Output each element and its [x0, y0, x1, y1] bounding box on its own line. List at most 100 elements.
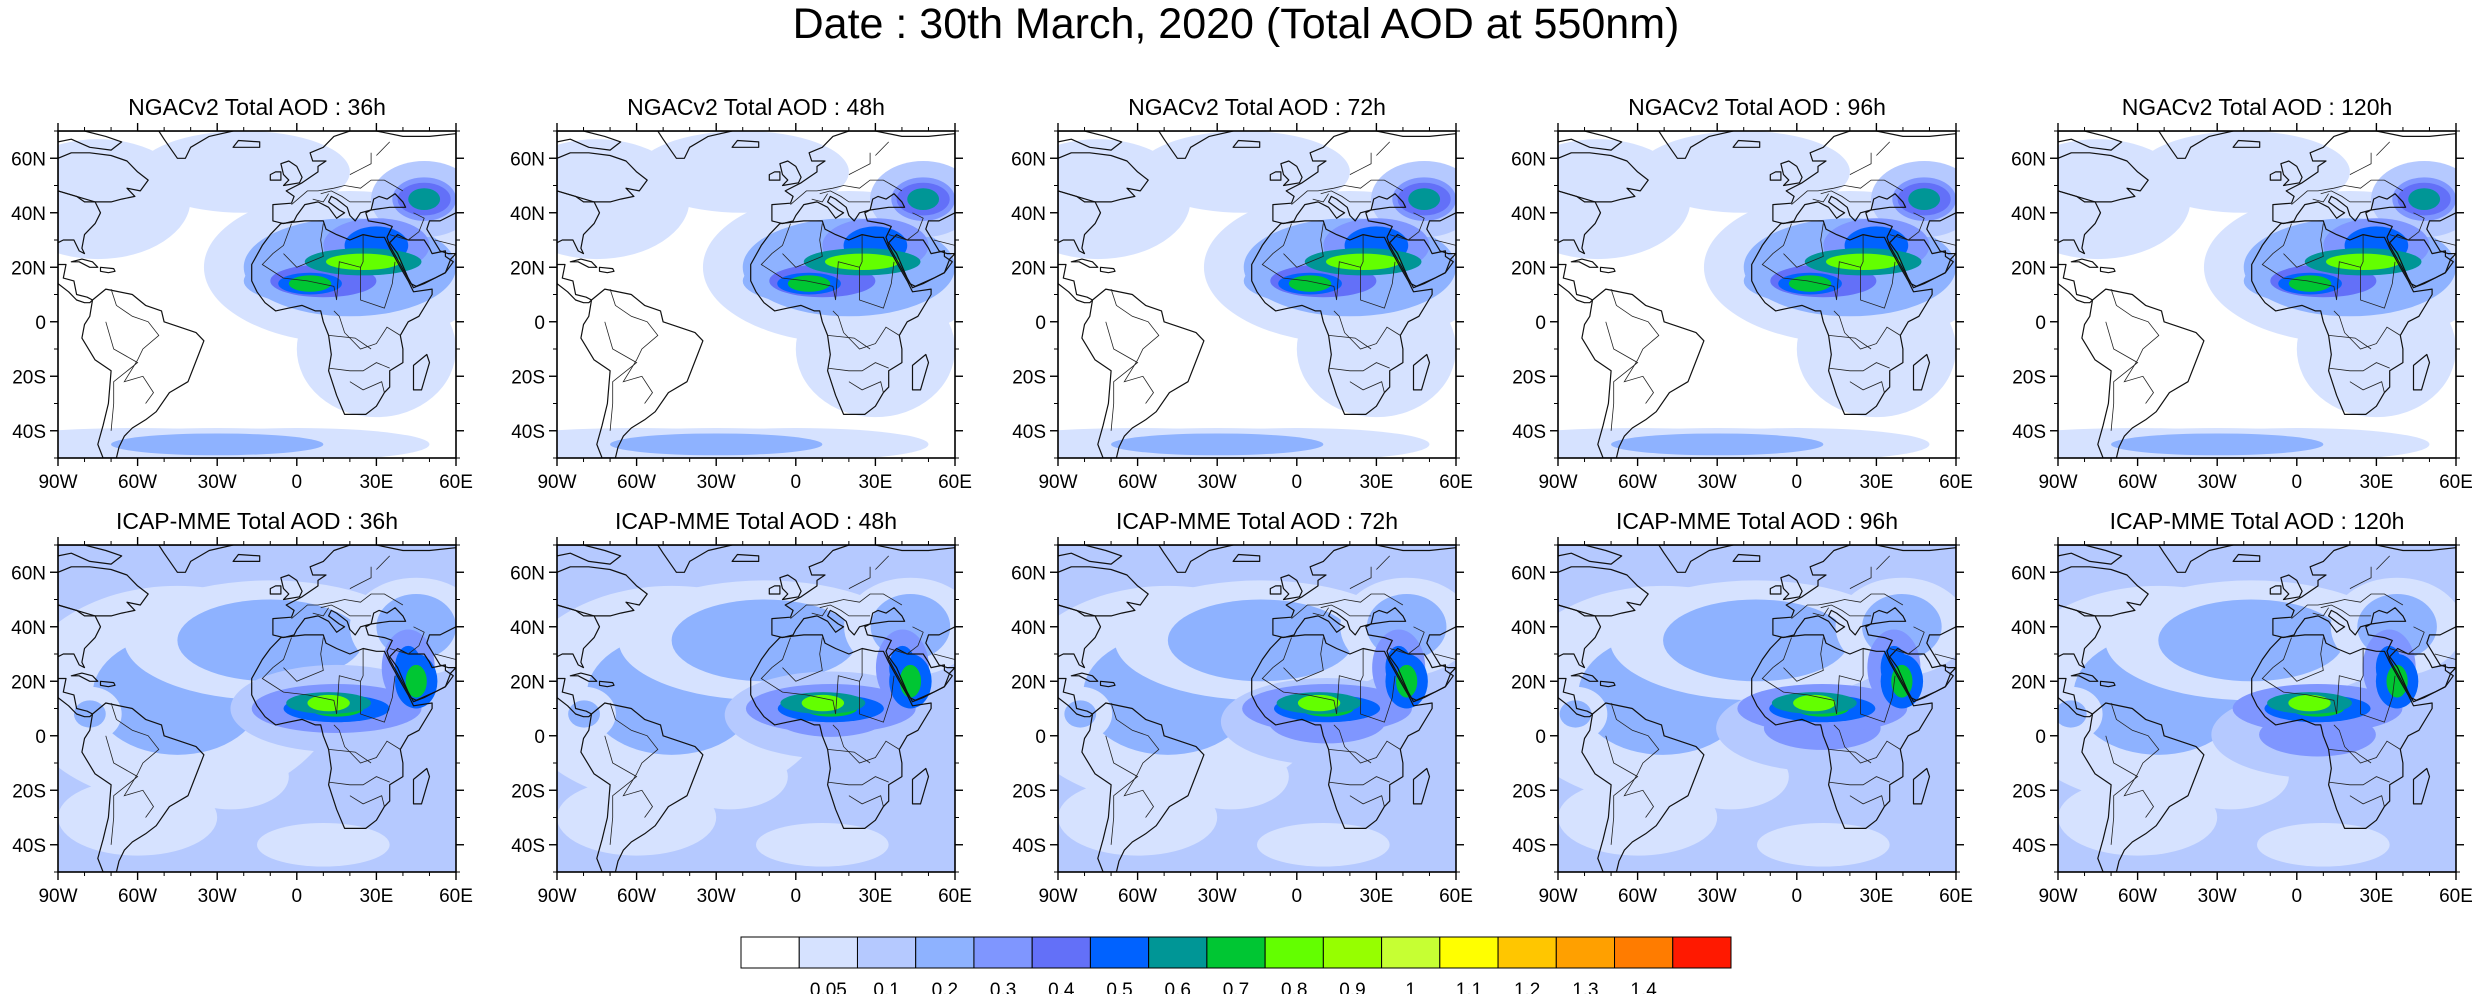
x-tick-label: 30W [1198, 886, 1237, 907]
y-tick-label: 60N [11, 149, 46, 170]
y-tick-label: 20N [2011, 672, 2046, 693]
panel-title: NGACv2 Total AOD : 72h [1128, 94, 1386, 120]
y-tick-label: 60N [1511, 563, 1546, 584]
colorbar: 0.05 0.1 0.2 0.3 0.4 0.5 0.6 0.7 0.8 0.9 1 1.1 1.2 1.… [740, 936, 1732, 994]
figure-title: Date : 30th March, 2020 (Total AOD at 55… [792, 0, 1680, 48]
aod-field-icap-36 [58, 545, 456, 872]
y-tick-label: 40N [510, 618, 545, 639]
x-tick-label: 60E [1439, 472, 1473, 493]
y-tick-label: 0 [1035, 727, 1046, 748]
colorbar-swatch [1264, 936, 1324, 969]
aod-field-ngac-96 [1558, 131, 1956, 458]
colorbar-label: 0.1 [873, 980, 899, 994]
y-tick-label: 20N [11, 258, 46, 279]
panel-title: ICAP-MME Total AOD : 96h [1616, 508, 1898, 534]
colorbar-label: 0.2 [932, 980, 958, 994]
x-tick-label: 90W [38, 886, 77, 907]
y-tick-label: 20S [1512, 781, 1546, 802]
map-panel-ngac-72: 90W 60W 30W 0 30E 60E 60N 40N 20N 0 20S 40S NGACv2 T… [1011, 94, 1473, 493]
y-tick-label: 20N [510, 258, 545, 279]
colorbar-swatch [1089, 936, 1150, 969]
y-tick-label: 40S [1512, 422, 1546, 443]
x-tick-label: 30W [2198, 886, 2237, 907]
y-tick-label: 20S [511, 781, 545, 802]
x-tick-label: 90W [2038, 886, 2077, 907]
coastlines-ngac-72 [1058, 131, 1456, 458]
colorbar-label: 1.4 [1630, 980, 1657, 994]
x-tick-label: 0 [2292, 472, 2303, 493]
y-tick-label: 20S [511, 367, 545, 388]
y-tick-label: 40S [12, 836, 46, 857]
colorbar-label: 0.6 [1165, 980, 1191, 994]
colorbar-swatch [856, 936, 917, 969]
colorbar-label: 0.5 [1106, 980, 1132, 994]
x-tick-label: 90W [38, 472, 77, 493]
panel-title: ICAP-MME Total AOD : 48h [615, 508, 897, 534]
y-tick-label: 40S [511, 422, 545, 443]
x-tick-label: 0 [1792, 886, 1803, 907]
y-tick-label: 0 [2035, 313, 2046, 334]
colorbar-label: 0.7 [1223, 980, 1249, 994]
colorbar-label: 0.9 [1339, 980, 1365, 994]
colorbar-swatch [973, 936, 1033, 969]
x-tick-label: 0 [791, 472, 802, 493]
colorbar-swatch [1555, 936, 1616, 969]
aod-field-icap-48 [557, 545, 955, 872]
x-tick-label: 60W [1618, 472, 1657, 493]
x-tick-label: 30W [198, 472, 237, 493]
x-tick-label: 90W [537, 472, 576, 493]
colorbar-swatch [1672, 936, 1732, 969]
y-tick-label: 40N [1011, 204, 1046, 225]
y-tick-label: 20N [1511, 258, 1546, 279]
y-tick-label: 20N [1011, 672, 1046, 693]
x-tick-label: 30W [1698, 472, 1737, 493]
x-tick-label: 30W [697, 472, 736, 493]
coastlines-ngac-120 [2058, 131, 2456, 458]
aod-field-icap-96 [1558, 545, 1956, 872]
y-tick-label: 20N [11, 672, 46, 693]
x-tick-label: 60W [2118, 472, 2157, 493]
y-tick-label: 40S [2012, 422, 2046, 443]
y-tick-label: 20S [1512, 367, 1546, 388]
panel-title: ICAP-MME Total AOD : 36h [116, 508, 398, 534]
y-tick-label: 40N [11, 204, 46, 225]
coastlines-ngac-36 [58, 131, 456, 458]
x-tick-label: 30E [1859, 472, 1893, 493]
y-tick-label: 40S [2012, 836, 2046, 857]
panel-title: ICAP-MME Total AOD : 72h [1116, 508, 1398, 534]
colorbar-swatch [1148, 936, 1208, 969]
y-tick-label: 20S [12, 781, 46, 802]
map-panel-ngac-48: 90W 60W 30W 0 30E 60E 60N 40N 20N 0 20S 40S NGACv2 T… [510, 94, 972, 493]
colorbar-label: 1.1 [1456, 980, 1482, 994]
panel-title: NGACv2 Total AOD : 96h [1628, 94, 1886, 120]
y-tick-label: 40N [510, 204, 545, 225]
colorbar-label: 0.8 [1281, 980, 1307, 994]
x-tick-label: 30E [1359, 886, 1393, 907]
map-panel-icap-48: 90W 60W 30W 0 30E 60E 60N 40N 20N 0 20S 40S ICAP-MME… [510, 508, 972, 907]
x-tick-label: 60E [1439, 886, 1473, 907]
y-tick-label: 0 [2035, 727, 2046, 748]
x-tick-label: 30E [2359, 886, 2393, 907]
y-tick-label: 60N [2011, 563, 2046, 584]
colorbar-label: 1.3 [1572, 980, 1598, 994]
colorbar-swatch [915, 936, 975, 969]
x-tick-label: 30E [359, 472, 393, 493]
colorbar-label: 0.3 [990, 980, 1016, 994]
x-tick-label: 60E [439, 472, 473, 493]
y-tick-label: 20N [1011, 258, 1046, 279]
x-tick-label: 0 [1292, 472, 1303, 493]
colorbar-swatch [740, 936, 800, 969]
x-tick-label: 90W [1038, 886, 1077, 907]
x-tick-label: 60W [1618, 886, 1657, 907]
x-tick-label: 30W [697, 886, 736, 907]
colorbar-swatch [1206, 936, 1266, 969]
map-panel-ngac-36: 90W 60W 30W 0 30E 60E 60N 40N 20N 0 20S 40S NGACv2 T… [11, 94, 473, 493]
y-tick-label: 20N [1511, 672, 1546, 693]
map-panel-ngac-96: 90W 60W 30W 0 30E 60E 60N 40N 20N 0 20S 40S NGACv2 T… [1511, 94, 1973, 493]
y-tick-label: 40S [1012, 422, 1046, 443]
panel-title: NGACv2 Total AOD : 36h [128, 94, 386, 120]
x-tick-label: 90W [2038, 472, 2077, 493]
map-panel-icap-96: 90W 60W 30W 0 30E 60E 60N 40N 20N 0 20S 40S ICAP-MME… [1511, 508, 1973, 907]
colorbar-label: 0.05 [810, 980, 847, 994]
y-tick-label: 20S [12, 367, 46, 388]
